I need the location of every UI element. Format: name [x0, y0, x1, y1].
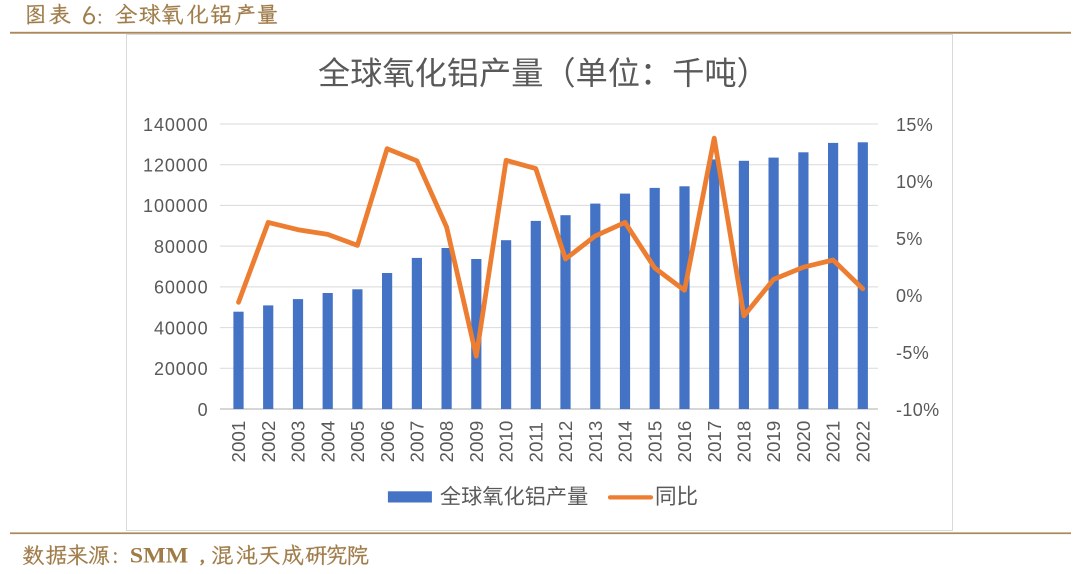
svg-text:80000: 80000	[154, 237, 209, 257]
svg-text:2010: 2010	[496, 421, 517, 463]
svg-text:2018: 2018	[734, 421, 755, 463]
svg-text:2011: 2011	[525, 422, 546, 462]
svg-text:2022: 2022	[852, 421, 873, 463]
svg-text:2021: 2021	[823, 421, 844, 463]
svg-text:2001: 2001	[228, 421, 249, 463]
svg-text:15%: 15%	[896, 115, 933, 135]
svg-text:2014: 2014	[615, 421, 636, 463]
svg-text:0%: 0%	[896, 286, 923, 306]
svg-text:2003: 2003	[288, 421, 309, 463]
svg-text:0: 0	[198, 400, 209, 420]
svg-text:2012: 2012	[555, 421, 576, 463]
svg-text:2017: 2017	[704, 421, 725, 463]
svg-text:2019: 2019	[763, 421, 784, 463]
svg-text:40000: 40000	[154, 318, 209, 338]
svg-text:20000: 20000	[154, 359, 209, 379]
svg-text:2004: 2004	[317, 421, 338, 463]
svg-text:2002: 2002	[258, 421, 279, 463]
svg-text:120000: 120000	[143, 156, 208, 176]
svg-text:2009: 2009	[466, 421, 487, 463]
svg-text:10%: 10%	[896, 172, 933, 192]
svg-text:140000: 140000	[143, 115, 208, 135]
svg-text:2008: 2008	[436, 421, 457, 463]
svg-text:5%: 5%	[896, 229, 923, 249]
svg-text:2005: 2005	[347, 421, 368, 463]
svg-text:-5%: -5%	[896, 343, 929, 363]
svg-text:2016: 2016	[674, 421, 695, 463]
svg-text:2013: 2013	[585, 421, 606, 463]
svg-text:2020: 2020	[793, 421, 814, 463]
svg-text:100000: 100000	[143, 196, 208, 216]
svg-text:2007: 2007	[407, 421, 428, 463]
svg-text:SMM: SMM	[130, 542, 189, 567]
svg-text:2006: 2006	[377, 421, 398, 463]
svg-text:2015: 2015	[644, 421, 665, 463]
svg-text:-10%: -10%	[896, 400, 939, 420]
svg-text:60000: 60000	[154, 278, 209, 298]
